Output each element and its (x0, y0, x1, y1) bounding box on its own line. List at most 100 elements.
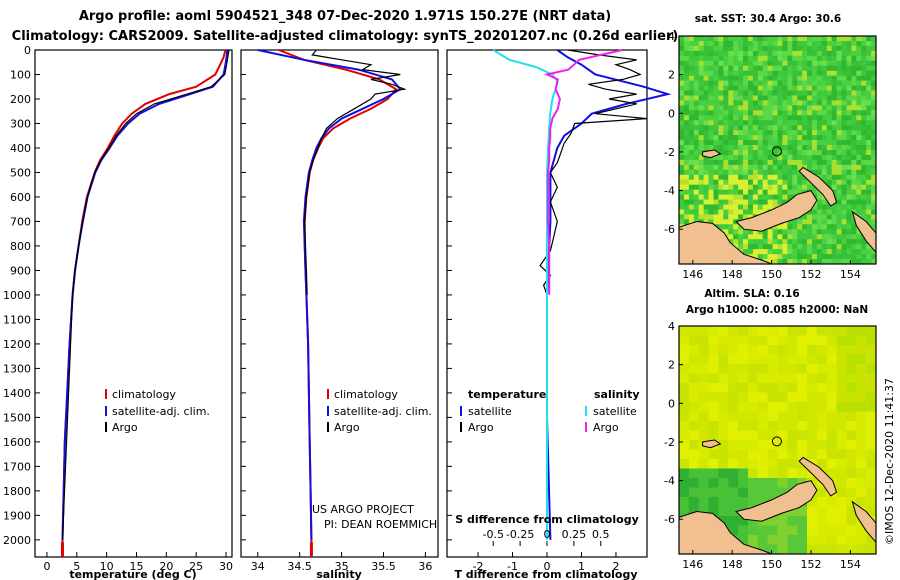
x-tick-label: 5 (73, 560, 80, 573)
map-cell (861, 95, 867, 102)
y-tick-label: 0 (24, 44, 31, 57)
map-cell (733, 45, 739, 52)
map-cell (866, 249, 872, 255)
map-cell (871, 199, 876, 206)
map-cell (762, 85, 769, 92)
map-cell (787, 440, 798, 451)
map-cell (851, 145, 857, 151)
map-cell (772, 179, 779, 186)
map-cell (777, 36, 783, 42)
map-cell (718, 45, 724, 52)
map-cell (866, 75, 872, 82)
map-cell (777, 254, 783, 260)
map-cell (762, 95, 769, 102)
map-cell (782, 100, 788, 106)
map-cell (826, 90, 833, 97)
map-cell (688, 430, 700, 441)
map-cell (851, 41, 857, 47)
map-cell (836, 140, 843, 146)
map-cell (782, 80, 788, 87)
map-cell (807, 115, 813, 121)
map-cell (777, 249, 783, 255)
map-cell (782, 41, 788, 47)
map-cell (782, 50, 788, 57)
map-cell (683, 130, 690, 136)
map-cell (861, 135, 867, 141)
map-cell (851, 209, 857, 216)
map-cell (708, 164, 714, 171)
map-cell (703, 95, 710, 102)
map-cell (782, 135, 788, 141)
map-cell (703, 164, 710, 171)
map-cell (728, 120, 734, 126)
map-cell (856, 174, 862, 181)
map-cell (836, 110, 843, 116)
map-cell (812, 214, 818, 220)
map-cell (812, 115, 818, 121)
map-cell (792, 254, 798, 260)
map-cell (728, 95, 734, 102)
map-cell (871, 249, 876, 255)
map-cell (772, 184, 779, 191)
map-cell (856, 244, 862, 250)
map-cell (856, 392, 867, 403)
map-cell (861, 90, 867, 97)
map-cell (757, 150, 764, 156)
map-cell (816, 65, 823, 72)
map-cell (861, 130, 867, 136)
map-cell (792, 219, 798, 225)
map-cell (752, 85, 759, 92)
map-cell (693, 65, 700, 72)
map-cell (718, 70, 724, 77)
map-cell (772, 130, 779, 136)
map-cell (688, 392, 700, 403)
y-tick-label: 1700 (3, 460, 31, 473)
map-cell (871, 120, 876, 126)
map-cell (826, 130, 833, 136)
map-cell (728, 140, 734, 146)
map-cell (792, 169, 798, 176)
map-cell (679, 219, 685, 225)
map-cell (743, 164, 749, 171)
map-cell (752, 174, 759, 181)
map-cell (797, 516, 808, 527)
map-cell (718, 135, 724, 141)
map-cell (733, 179, 739, 186)
map-cell (841, 85, 847, 92)
map-cell (733, 229, 739, 235)
map-cell (679, 55, 685, 62)
map-cell (713, 90, 719, 97)
map-cell (807, 155, 813, 161)
map-cell (807, 364, 818, 375)
map-cell (812, 249, 818, 255)
map-cell (738, 159, 744, 166)
map-cell (826, 50, 833, 57)
map-cell (723, 184, 729, 191)
map-cell (782, 105, 788, 111)
map-cell (728, 60, 734, 67)
map-cell (738, 234, 744, 240)
map-cell (728, 155, 734, 161)
map-cell (679, 214, 685, 220)
map-cell (777, 229, 783, 235)
map-cell (757, 254, 764, 260)
map-cell (718, 65, 724, 72)
map-cell (787, 259, 793, 264)
map-cell (871, 174, 876, 181)
map-cell (748, 159, 754, 166)
map-cell (698, 70, 705, 77)
map-cell (698, 55, 705, 62)
map-cell (708, 383, 719, 394)
map-cell (757, 239, 764, 245)
map-cell (738, 105, 744, 111)
map-cell (846, 50, 852, 57)
map-cell (856, 335, 867, 346)
map-cell (826, 229, 833, 235)
map-cell (772, 36, 779, 42)
map-cell (797, 36, 803, 42)
map-cell (703, 204, 710, 211)
map-cell (752, 55, 759, 62)
map-cell (836, 105, 843, 111)
map-cell (718, 392, 729, 403)
map-cell (846, 199, 852, 206)
